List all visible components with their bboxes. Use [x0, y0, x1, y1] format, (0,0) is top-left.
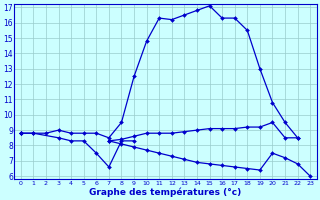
- X-axis label: Graphe des températures (°c): Graphe des températures (°c): [89, 187, 242, 197]
